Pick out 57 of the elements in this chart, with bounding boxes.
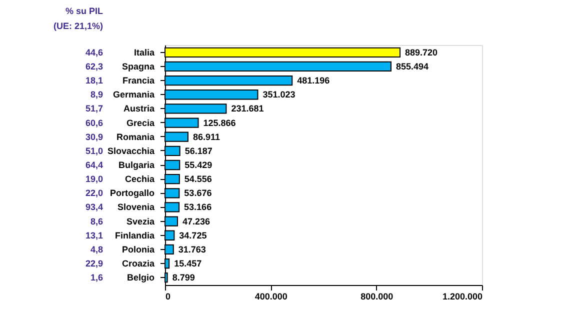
y-tick-label: Bulgaria <box>118 160 156 170</box>
text: 51,7 <box>85 104 103 114</box>
y-tick-label: Cechia <box>124 174 156 184</box>
text: 19,0 <box>85 174 103 184</box>
data-label: 8.799 <box>172 272 195 283</box>
y-tick-label: Croazia <box>122 258 156 269</box>
y-tick-label: Belgio <box>126 272 155 283</box>
data-label: 53.676 <box>184 188 212 198</box>
text: (UE: 21,1%) <box>53 21 103 31</box>
data-label: 889.720 <box>405 47 438 58</box>
data-label: 855.494 <box>396 61 429 72</box>
data-label: 481.196 <box>297 76 330 86</box>
y-tick-label: Slovenia <box>117 202 156 212</box>
text: 13,1 <box>85 230 103 240</box>
data-label: 15.457 <box>174 258 202 269</box>
text: 44,6 <box>85 47 103 58</box>
y-tick-label: Germania <box>112 90 156 100</box>
data-label: 231.681 <box>231 104 264 114</box>
data-label: 125.866 <box>203 118 236 128</box>
text: 64,4 <box>85 160 103 170</box>
text: 51,0 <box>85 146 103 156</box>
text: 22,0 <box>85 188 103 198</box>
data-label: 55.429 <box>184 160 212 170</box>
text: % su PIL <box>65 6 104 16</box>
text: 22,9 <box>85 258 103 269</box>
x-tick-label: 0 <box>166 292 171 302</box>
x-tick-label: 400.000 <box>254 292 288 302</box>
y-tick-label: Italia <box>134 47 156 58</box>
y-tick-label: Portogallo <box>110 188 155 198</box>
y-tick-label: Austria <box>123 104 156 114</box>
text: 18,1 <box>85 76 103 86</box>
text: 1,6 <box>90 272 103 283</box>
x-tick-label: 800.000 <box>360 292 394 302</box>
data-label: 31.763 <box>178 244 206 254</box>
data-label: 53.166 <box>184 202 212 212</box>
y-tick-label: Svezia <box>126 216 156 226</box>
data-label: 54.556 <box>184 174 212 184</box>
text: 8,6 <box>90 216 103 226</box>
text: 93,4 <box>85 202 103 212</box>
text: 60,6 <box>85 118 103 128</box>
y-tick-label: Grecia <box>126 118 156 128</box>
data-label: 34.725 <box>179 230 207 240</box>
data-label: 86.911 <box>192 132 220 142</box>
y-tick-label: Polonia <box>122 244 156 254</box>
text: 62,3 <box>85 61 103 72</box>
y-tick-label: Spagna <box>122 61 156 72</box>
data-label: 56.187 <box>184 146 212 156</box>
text: 30,9 <box>85 132 103 142</box>
text: 8,9 <box>90 90 103 100</box>
y-tick-label: Slovacchia <box>107 146 156 156</box>
data-label: 351.023 <box>262 90 296 100</box>
y-tick-label: Francia <box>122 76 156 86</box>
text: 4,8 <box>90 244 103 254</box>
y-tick-label: Romania <box>116 132 156 142</box>
data-label: 47.236 <box>182 216 210 226</box>
x-tick-label: 1.200.000 <box>442 292 482 302</box>
y-tick-label: Finlandia <box>114 230 156 240</box>
